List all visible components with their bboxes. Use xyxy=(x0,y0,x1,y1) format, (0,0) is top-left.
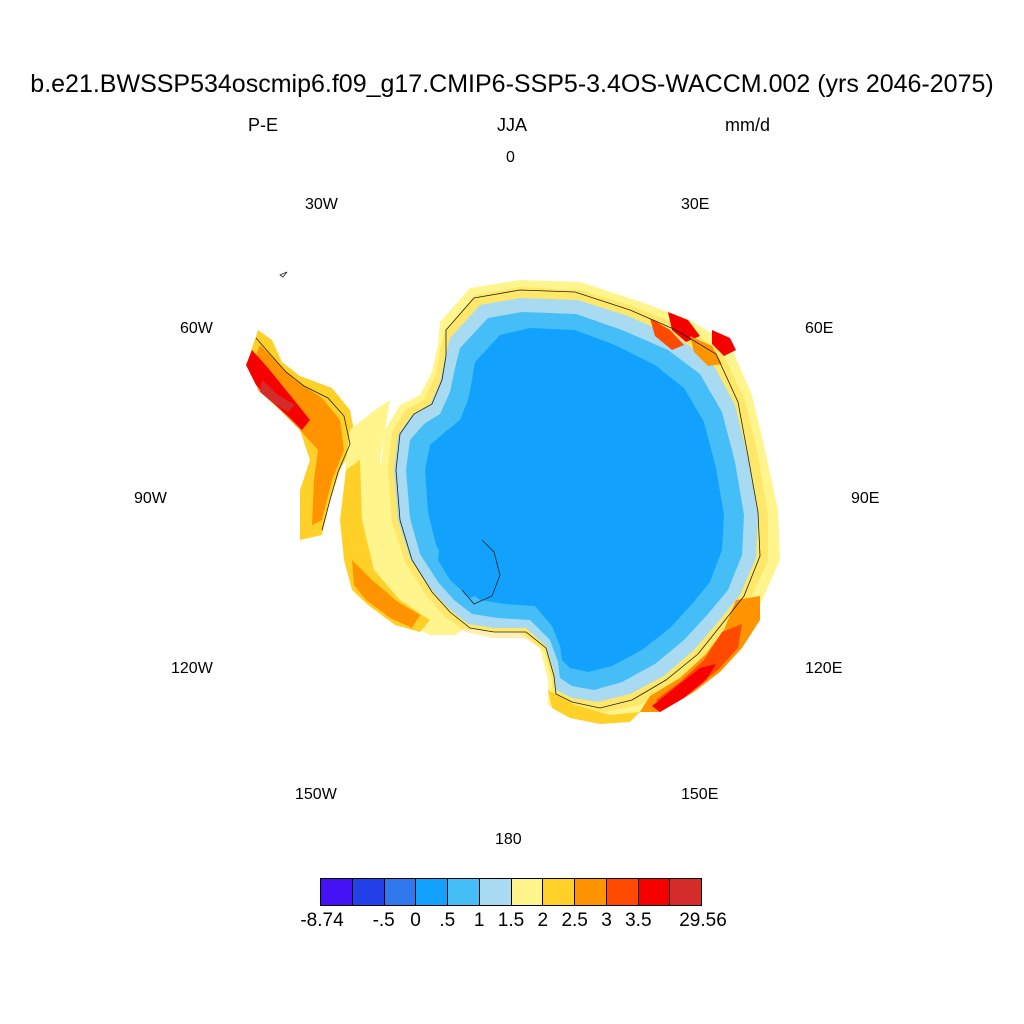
colorbar-swatch-5 xyxy=(479,879,512,905)
east-coast-red-spot-1 xyxy=(668,312,700,342)
colorbar-swatch-1 xyxy=(352,879,385,905)
southeast-coast-redorange-band xyxy=(656,624,742,706)
lon-label-0: 0 xyxy=(506,149,515,166)
south-coast-gold-band xyxy=(548,690,640,724)
lon-label-60e: 60E xyxy=(805,320,834,337)
units-label: mm/d xyxy=(725,115,770,135)
lon-label-120w: 120W xyxy=(171,660,213,677)
southeast-coast-red-band xyxy=(652,664,716,712)
lon-label-30e: 30E xyxy=(681,196,710,213)
colorbar-label-10: 29.56 xyxy=(679,910,727,931)
colorbar-swatch-7 xyxy=(543,879,575,905)
colorbar-swatch-4 xyxy=(448,879,480,905)
lon-label-60w: 60W xyxy=(180,320,213,337)
colorbar-swatch-11 xyxy=(670,879,701,905)
east-coast-red-spot-2 xyxy=(712,330,736,356)
variable-label: P-E xyxy=(248,115,279,135)
southeast-coast-orange-band xyxy=(640,596,760,712)
colorbar-swatch-6 xyxy=(511,879,544,905)
season-label: JJA xyxy=(496,115,527,135)
plot-title: b.e21.BWSSP534oscmip6.f09_g17.CMIP6-SSP5… xyxy=(30,70,994,98)
colorbar-label-8: 3 xyxy=(601,910,612,931)
colorbar-label-6: 2 xyxy=(537,910,549,931)
lon-label-150e: 150E xyxy=(681,786,719,803)
colorbar-label-1: -.5 xyxy=(372,910,395,931)
ross-coastline xyxy=(461,539,501,605)
lon-label-150w: 150W xyxy=(295,786,337,803)
colorbar-label-0: -8.74 xyxy=(300,910,344,931)
colorbar-swatch-8 xyxy=(575,879,607,905)
coastline xyxy=(395,289,761,709)
lon-label-90e: 90E xyxy=(851,490,880,507)
colorbar xyxy=(320,878,702,906)
west-coast-orange-band xyxy=(352,560,420,628)
peninsula-red-band xyxy=(246,350,310,430)
lon-label-90w: 90W xyxy=(134,490,167,507)
colorbar-swatch-0 xyxy=(321,879,353,905)
colorbar-label-3: .5 xyxy=(439,910,456,931)
colorbar-label-4: 1 xyxy=(473,910,485,931)
peninsula-darkred-band xyxy=(260,380,295,412)
peninsula-coastline xyxy=(255,337,351,531)
lon-label-30w: 30W xyxy=(305,196,338,213)
colorbar-swatch-9 xyxy=(606,879,639,905)
ross-ice-shelf-region xyxy=(438,535,500,598)
small-island xyxy=(279,271,288,278)
lon-label-180: 180 xyxy=(495,831,522,848)
lon-label-120e: 120E xyxy=(805,660,843,677)
colorbar-label-9: 3.5 xyxy=(625,910,652,931)
colorbar-swatch-10 xyxy=(638,879,671,905)
colorbar-label-7: 2.5 xyxy=(561,910,588,931)
colorbar-swatch-2 xyxy=(384,879,417,905)
colorbar-label-5: 1.5 xyxy=(497,910,525,931)
colorbar-label-2: 0 xyxy=(410,910,421,931)
interior-blue xyxy=(425,328,724,672)
colorbar-swatch-3 xyxy=(416,879,448,905)
east-coast-redorange-spot-1 xyxy=(650,318,684,350)
